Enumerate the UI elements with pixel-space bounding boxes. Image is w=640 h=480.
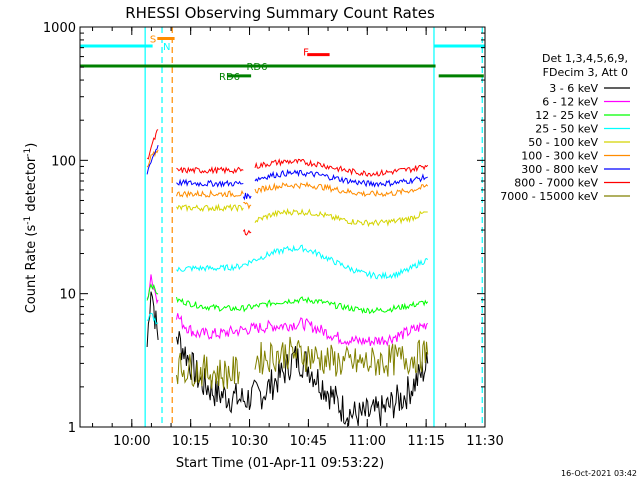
- axes: 10:00 10:15 10:30 10:45 11:00 11:15 11:30 1 10 10…: [43, 21, 504, 449]
- legend-entry-label: 100 - 300 keV: [521, 150, 598, 163]
- annotation-label-0: S: [150, 34, 156, 45]
- series-4-segment-1: [254, 207, 428, 228]
- series-5-segment-1: [176, 189, 244, 199]
- annotation-label-4: F: [303, 48, 309, 59]
- legend-entry-label: 12 - 25 keV: [535, 109, 598, 122]
- x-tick-label: 10:15: [172, 434, 209, 449]
- series-7-segment-1: [176, 166, 244, 175]
- series-8-segment-1: [254, 336, 429, 377]
- y-tick-label: 10: [59, 288, 76, 303]
- series-2-segment-0: [146, 283, 159, 301]
- plot-area: SN RD6 RD6 F: [80, 27, 485, 427]
- x-tick-label: 10:30: [231, 434, 268, 449]
- x-tick-label: 11:30: [466, 434, 503, 449]
- series-2-segment-1: [176, 296, 429, 315]
- y-tick-label: 100: [51, 154, 76, 169]
- y-tick-label: 1000: [43, 21, 76, 36]
- series-5-segment-0: [146, 149, 159, 168]
- y-axis-label-sup1: -1: [23, 216, 33, 225]
- y-axis-label-part3: ): [24, 143, 39, 148]
- y-tick-label: 1: [68, 421, 76, 436]
- series-5-segment-2: [243, 201, 252, 210]
- series-3-segment-1: [176, 244, 429, 280]
- x-tick-label: 11:00: [349, 434, 386, 449]
- legend-title-line: FDecim 3, Att 0: [543, 66, 628, 79]
- y-axis-label-part1: Count Rate (s: [24, 225, 39, 314]
- chart-title: RHESSI Observing Summary Count Rates: [125, 4, 435, 22]
- legend-entry-label: 800 - 7000 keV: [514, 177, 598, 190]
- y-axis-label-sup2: -1: [23, 148, 33, 157]
- series-4-segment-0: [176, 203, 244, 213]
- series-3-segment-0: [146, 312, 159, 325]
- series-1-segment-1: [176, 313, 429, 347]
- legend-title-line: Det 1,3,4,5,6,9,: [542, 52, 628, 65]
- legend-entry-label: 6 - 12 keV: [542, 96, 598, 109]
- footer-date: 16-Oct-2021 03:42: [561, 469, 637, 478]
- series-7-segment-3: [254, 158, 429, 177]
- series-0-segment-0: [146, 291, 159, 348]
- series-0-segment-1: [176, 331, 429, 426]
- series-6-segment-0: [146, 144, 159, 175]
- legend: Det 1,3,4,5,6,9,FDecim 3, Att 0 3 - 6 keV…: [500, 52, 630, 203]
- series-7-segment-2: [242, 228, 252, 236]
- series-6-segment-3: [254, 168, 428, 188]
- annotation-label-2: RD6: [219, 72, 240, 83]
- legend-entry-label: 3 - 6 keV: [549, 82, 598, 95]
- series-5-segment-3: [254, 181, 429, 198]
- series-group: [80, 27, 485, 427]
- x-tick-label: 11:15: [407, 434, 444, 449]
- legend-entry-label: 50 - 100 keV: [528, 136, 598, 149]
- x-tick-label: 10:00: [113, 434, 150, 449]
- legend-entry-label: 300 - 800 keV: [521, 163, 598, 176]
- x-axis-label: Start Time (01-Apr-11 09:53:22): [176, 456, 384, 471]
- annotation-label-3: RD6: [246, 62, 267, 73]
- series-7-segment-0: [146, 129, 159, 160]
- series-8-segment-0: [176, 352, 240, 389]
- y-axis-label: Count Rate (s-1 detector-1): [23, 143, 39, 314]
- series-6-segment-2: [242, 192, 252, 201]
- legend-entry-label: 7000 - 15000 keV: [500, 190, 598, 203]
- x-tick-label: 10:45: [290, 434, 327, 449]
- legend-entry-label: 25 - 50 keV: [535, 123, 598, 136]
- y-axis-label-part2: detector: [24, 156, 39, 216]
- annotation-label-1: N: [163, 42, 170, 53]
- series-6-segment-1: [176, 178, 244, 189]
- plot-frame: [79, 26, 486, 428]
